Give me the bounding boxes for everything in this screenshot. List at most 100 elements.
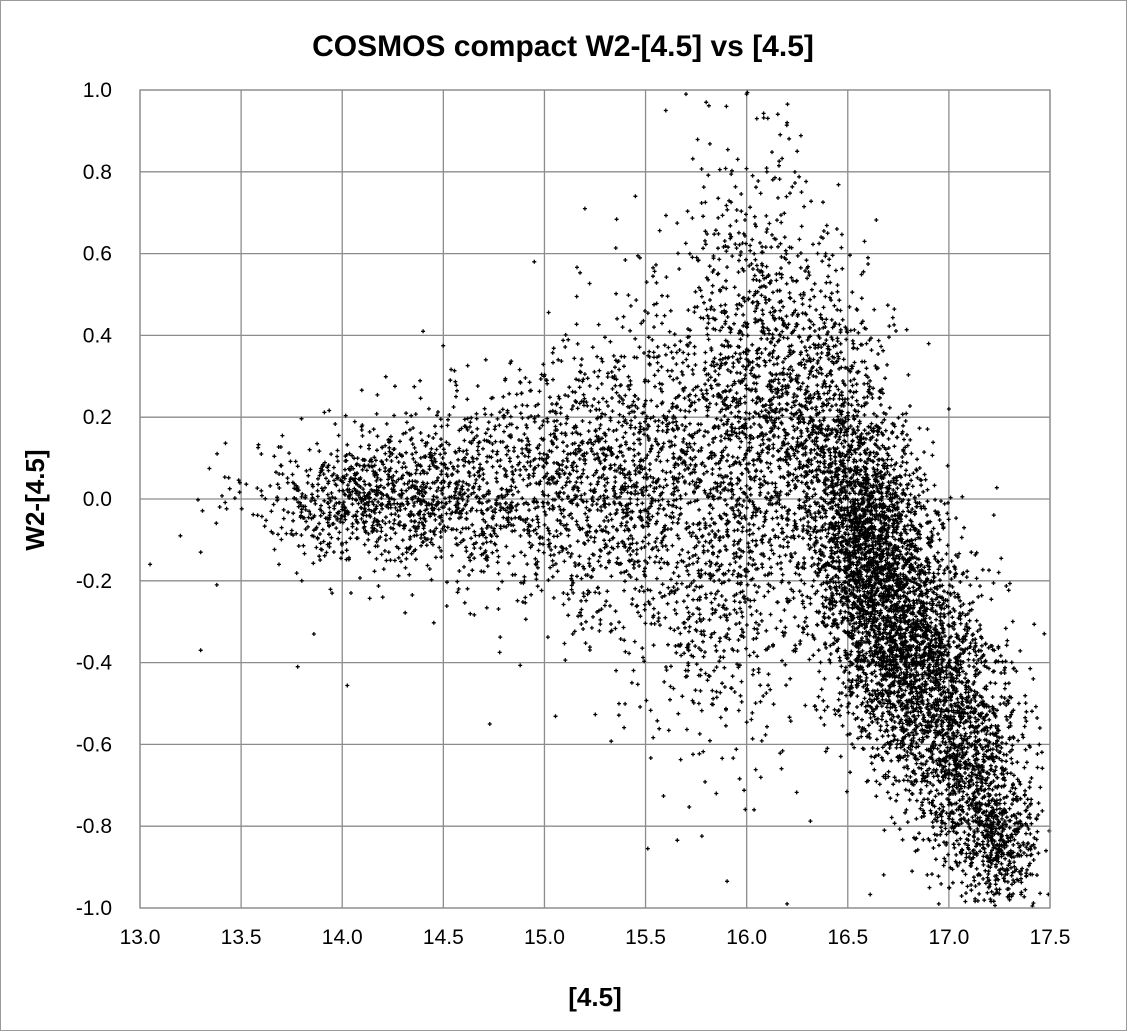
data-point <box>809 448 814 452</box>
data-point <box>510 492 515 497</box>
data-point <box>693 363 698 367</box>
data-point <box>336 536 341 541</box>
data-point <box>655 511 660 516</box>
data-point <box>814 435 819 440</box>
data-point <box>606 404 610 408</box>
data-point <box>679 581 684 586</box>
data-point <box>734 246 739 251</box>
data-point <box>323 485 327 490</box>
data-point <box>838 330 843 335</box>
data-point <box>388 525 393 530</box>
data-point <box>455 469 460 474</box>
data-point <box>666 585 671 590</box>
data-point <box>788 364 793 369</box>
data-point <box>885 303 890 308</box>
data-point <box>259 493 264 498</box>
data-point <box>421 482 426 487</box>
data-point <box>271 502 276 507</box>
data-point <box>724 203 729 208</box>
data-point <box>318 532 322 536</box>
data-point <box>675 221 680 226</box>
data-point <box>363 482 368 487</box>
data-point <box>832 303 837 308</box>
data-point <box>396 522 401 527</box>
data-point <box>647 555 652 560</box>
data-point <box>468 420 473 425</box>
data-point <box>493 424 498 429</box>
data-point <box>676 476 681 481</box>
data-point <box>523 617 528 622</box>
data-point <box>710 472 715 476</box>
data-point <box>303 493 308 498</box>
data-point <box>627 651 632 656</box>
data-point <box>429 537 434 541</box>
data-point <box>526 475 531 480</box>
data-point <box>703 242 708 247</box>
data-point <box>418 396 423 401</box>
data-point <box>807 304 812 309</box>
data-point <box>663 352 668 357</box>
data-point <box>854 382 859 387</box>
data-point <box>390 481 395 486</box>
data-point <box>483 412 488 417</box>
data-point <box>561 508 566 513</box>
data-point <box>904 411 909 416</box>
data-point <box>582 491 587 496</box>
data-point <box>744 505 749 510</box>
data-point <box>771 442 776 447</box>
data-point <box>707 141 712 146</box>
data-point <box>517 367 522 372</box>
data-point <box>281 516 286 521</box>
data-point <box>824 280 829 285</box>
data-point <box>718 352 723 357</box>
data-point <box>506 561 511 566</box>
data-point <box>683 625 687 630</box>
data-point <box>290 480 295 485</box>
data-point <box>428 512 433 517</box>
data-point <box>677 348 682 352</box>
data-point <box>716 246 720 251</box>
data-point <box>722 648 726 653</box>
data-point <box>697 612 702 617</box>
data-point <box>671 570 676 575</box>
data-point <box>660 428 665 433</box>
data-point <box>693 455 698 460</box>
data-point <box>513 485 518 490</box>
data-point <box>327 523 331 528</box>
data-point <box>474 456 479 461</box>
data-point <box>662 343 667 348</box>
data-point <box>801 420 806 425</box>
data-point <box>412 384 417 389</box>
data-point <box>422 516 427 521</box>
data-point <box>513 404 518 409</box>
data-point <box>454 383 459 388</box>
data-point <box>777 159 782 164</box>
data-point <box>609 574 614 579</box>
data-point <box>744 435 749 440</box>
data-point <box>727 612 732 617</box>
data-point <box>466 555 471 560</box>
data-point <box>413 412 418 417</box>
data-point <box>894 329 898 333</box>
data-point <box>472 529 477 534</box>
data-point <box>426 434 431 438</box>
data-point <box>336 433 341 438</box>
data-point <box>536 463 541 468</box>
data-point <box>586 538 591 543</box>
data-point <box>357 490 362 495</box>
data-point <box>333 514 337 519</box>
data-point <box>418 455 423 460</box>
data-point <box>599 381 604 386</box>
data-point <box>701 516 706 521</box>
data-point <box>758 191 763 196</box>
data-point <box>582 372 587 377</box>
data-point <box>340 488 345 493</box>
data-point <box>669 368 674 373</box>
data-point <box>303 527 308 532</box>
data-point <box>431 436 436 440</box>
data-point <box>701 185 706 190</box>
data-point <box>908 404 912 408</box>
data-point <box>404 450 409 455</box>
data-point <box>826 274 831 279</box>
data-point <box>504 544 509 549</box>
